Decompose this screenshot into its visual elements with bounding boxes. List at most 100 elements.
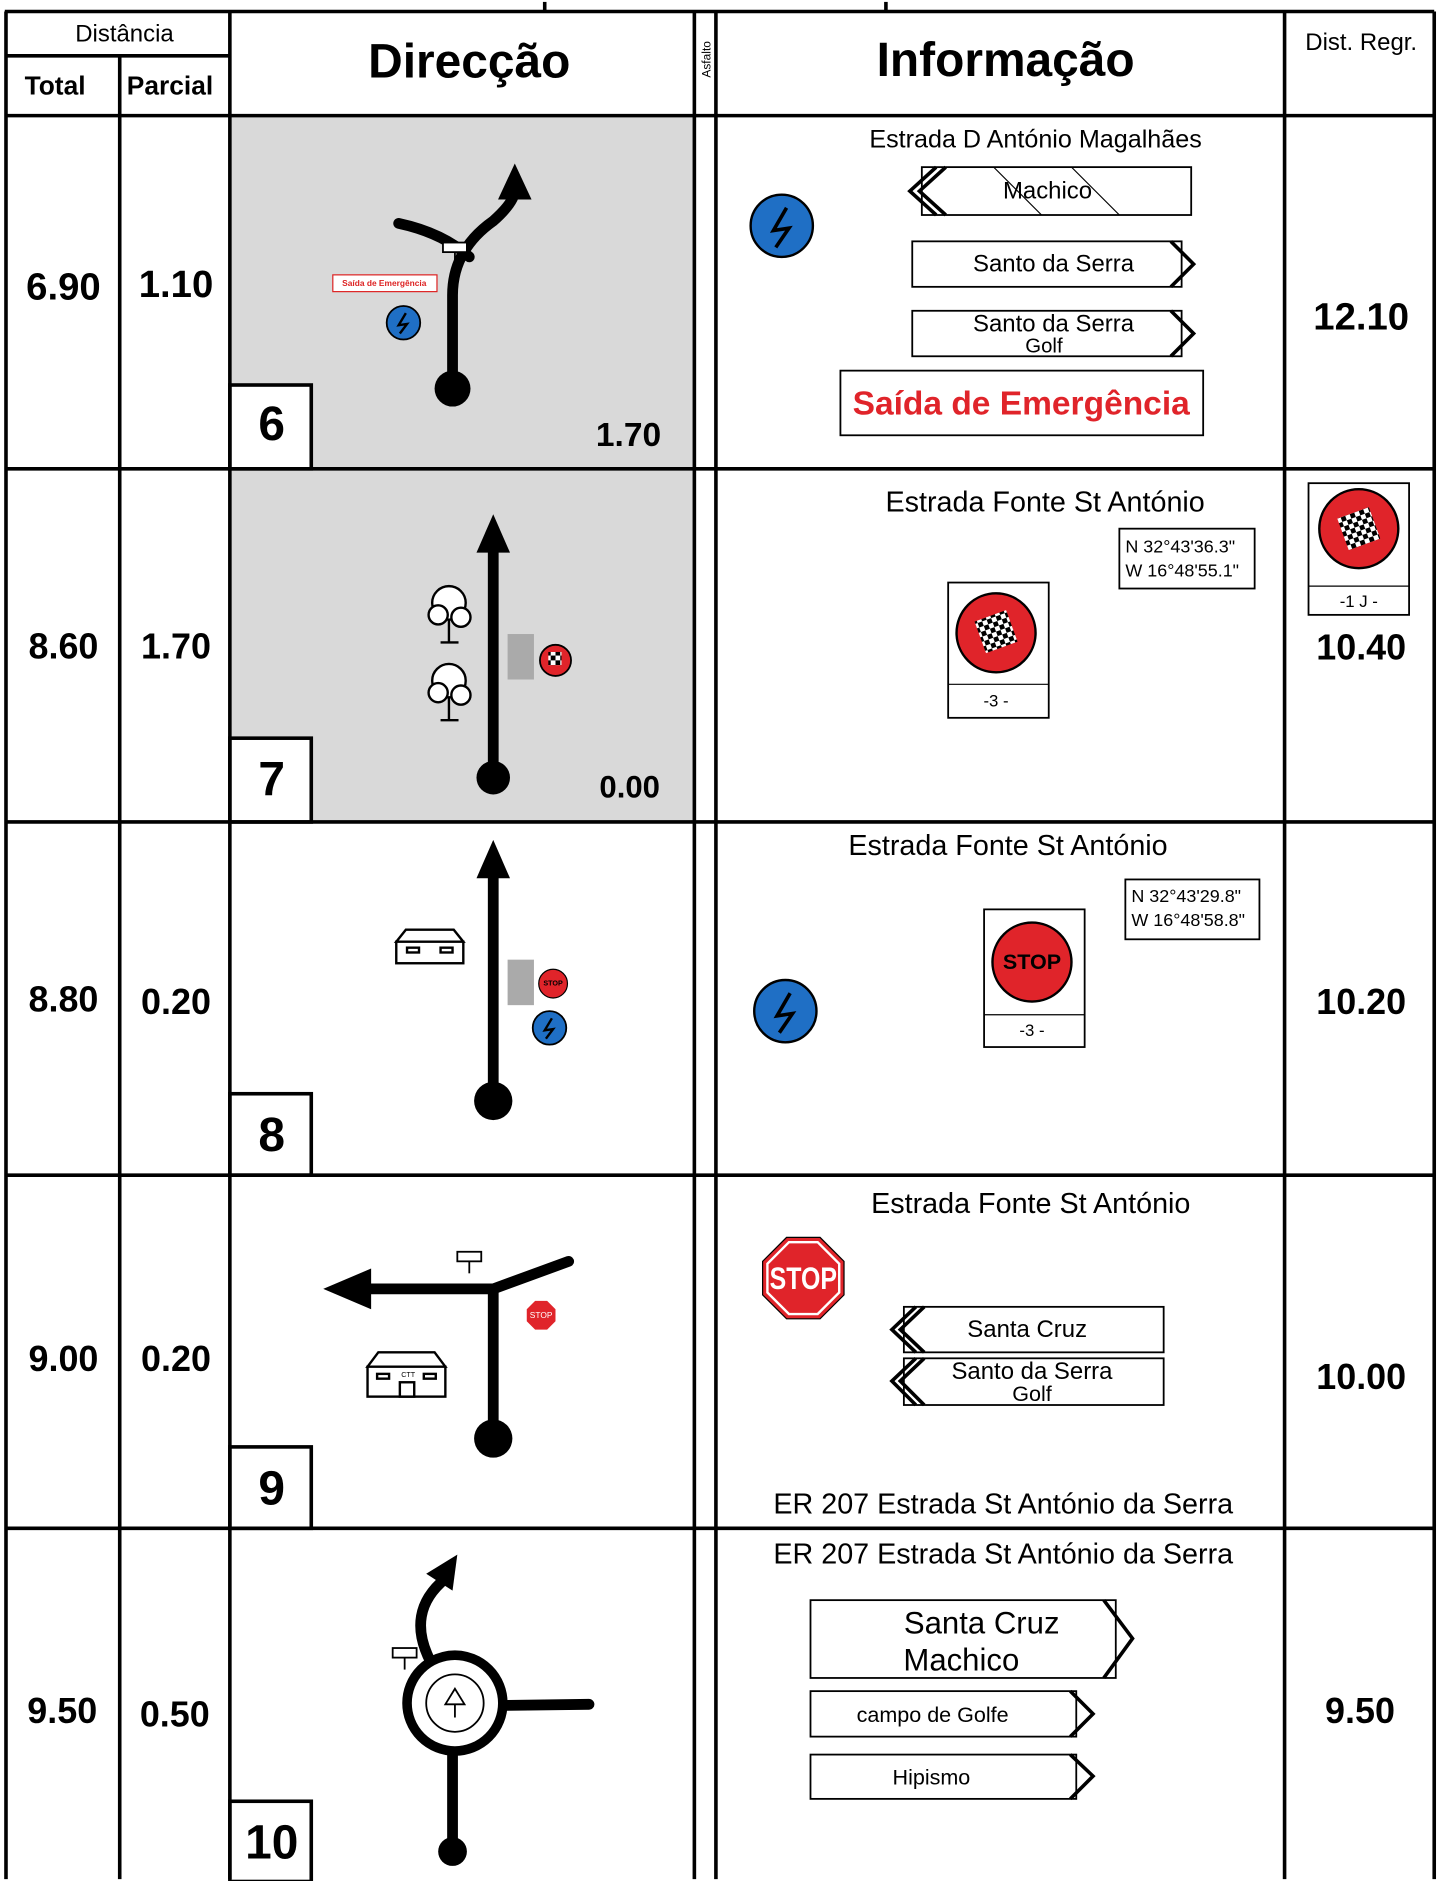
diagram-part-part (375, 1372, 391, 1380)
header: Distância Total Parcial Direcção Asfalto… (4, 1, 1435, 101)
diagram-part (507, 959, 534, 1006)
total: 8.60 (29, 625, 99, 666)
sign: Santo da Serra Golf (889, 1357, 1165, 1407)
diagram-part (415, 1573, 451, 1668)
header-surface: Asfalto (699, 41, 713, 78)
diagram-part (476, 839, 510, 879)
sign-text: campo de Golfe (857, 1703, 1009, 1727)
header-distance: Distância (75, 21, 174, 48)
diagram-label: STOP (543, 980, 563, 988)
sign-part (974, 610, 1018, 654)
total: 8.80 (29, 979, 99, 1020)
diagram-part (531, 1010, 568, 1046)
diagram-part-part (365, 1351, 448, 1368)
sign-text: Golf (1012, 1382, 1053, 1406)
diagram-part (443, 1687, 467, 1718)
sign-part (1169, 309, 1197, 358)
row: 6.90 1.10 Saída de Emergência 6 1.70 Est… (26, 126, 1409, 471)
diagram-part-part (398, 1381, 416, 1398)
dist-regr: 12.10 (1313, 295, 1409, 338)
sign-part (902, 1305, 1165, 1354)
sign: -3 - (947, 581, 1050, 719)
diagram: Saída de Emergência (332, 163, 532, 407)
emergency-box (839, 369, 1205, 437)
total: 9.00 (29, 1338, 99, 1379)
partial: 0.20 (141, 981, 211, 1022)
diagram-label: Saída de Emergência (342, 278, 427, 288)
sign: Hipismo (809, 1753, 1096, 1801)
diagram-part (426, 1554, 458, 1591)
road: Estrada D António Magalhães (869, 126, 1201, 154)
icon (753, 978, 818, 1044)
regr-sign: -1 J - (1307, 482, 1410, 616)
diagram-part-part (427, 604, 449, 626)
sign-part (1069, 1689, 1096, 1738)
diagram-part-part (393, 928, 466, 943)
row-part (773, 992, 797, 1034)
coordinate: N 32°43'36.3" (1125, 537, 1235, 557)
coordinate: N 32°43'29.8" (1131, 886, 1241, 906)
sign-text: STOP (770, 1260, 837, 1295)
diagram-part (487, 1255, 575, 1295)
sign-part (809, 1690, 1078, 1738)
number: 10 (245, 1817, 298, 1870)
diagram-part-part (450, 684, 472, 706)
coordinate: W 16°48'55.1" (1125, 561, 1239, 581)
coordinate: W 16°48'58.8" (1131, 910, 1245, 930)
diagram-part-part (439, 946, 454, 954)
header-direction: Direcção (368, 35, 570, 88)
sign-part (1069, 1753, 1096, 1801)
row: 9.50 0.50 10 ER 207 Estrada St António d… (27, 1539, 1395, 1881)
diagram-part (507, 634, 534, 680)
sign-part (809, 1753, 1078, 1800)
diagram-part (526, 1300, 556, 1330)
number-box (228, 1445, 314, 1531)
diagram (427, 514, 572, 795)
sign-label: -3 - (1019, 1021, 1044, 1040)
sign-text: Santo da Serra (951, 1358, 1113, 1385)
diagram-label: STOP (530, 1310, 553, 1320)
sign-part (911, 309, 1183, 358)
diagram-part-part (427, 681, 449, 704)
sign: Santa Cruz Machico (809, 1599, 1135, 1680)
partial: 0.20 (141, 1338, 211, 1379)
sign-text: STOP (1003, 950, 1061, 974)
sign-part (897, 1305, 926, 1354)
sign-part (889, 1305, 918, 1354)
table-grid (4, 11, 1437, 1880)
diagram-part (476, 760, 510, 795)
box-distance: 1.70 (596, 417, 661, 454)
road-end: ER 207 Estrada St António da Serra (773, 1488, 1233, 1520)
sign-part (889, 1357, 918, 1407)
header-partial: Parcial (127, 71, 213, 101)
diagram-part (438, 1837, 467, 1866)
partial: 1.10 (139, 263, 214, 306)
diagram (391, 1554, 595, 1866)
sign: Santa Cruz (889, 1305, 1165, 1354)
sign-text: Golf (1025, 336, 1063, 358)
diagram-label: CTT (401, 1371, 416, 1379)
dist-regr: 10.00 (1316, 1356, 1406, 1397)
diagram-part (548, 651, 562, 666)
diagram-part-part (450, 606, 472, 629)
diagram-part (391, 1647, 418, 1659)
number: 6 (258, 398, 285, 451)
diagram-part (365, 1351, 448, 1398)
sign: Santo da Serra Golf (911, 309, 1197, 358)
header-total: Total (25, 71, 86, 101)
road: Estrada Fonte St António (885, 486, 1204, 518)
number-box (228, 1799, 314, 1881)
number: 9 (258, 1462, 285, 1515)
diagram-part (542, 1017, 556, 1040)
diagram-part (323, 1268, 372, 1310)
diagram-part-part (422, 1372, 437, 1380)
sign: Santo da Serra (911, 240, 1197, 289)
sign-part (907, 165, 938, 217)
diagram-part-part (440, 618, 459, 644)
diagram-part (538, 968, 569, 999)
diagram-part (332, 274, 438, 293)
sign-part (762, 1236, 845, 1320)
